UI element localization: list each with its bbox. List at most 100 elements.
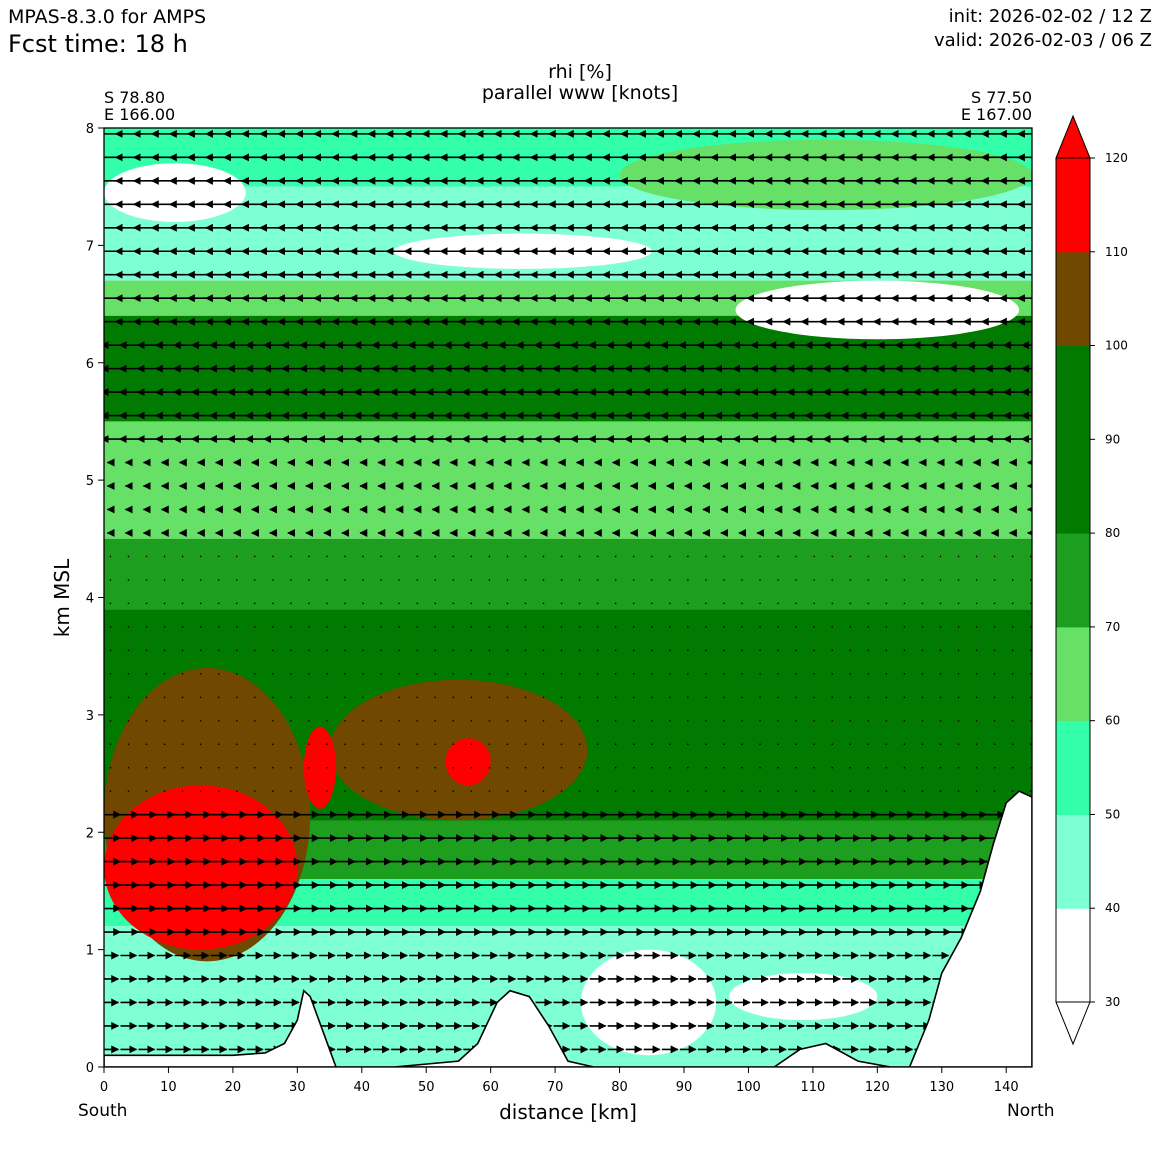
wind-vector: [254, 766, 256, 769]
wind-vector: [217, 790, 220, 792]
wind-vector: [506, 579, 509, 581]
wind-vector: [452, 626, 455, 628]
wind-vector: [957, 579, 960, 581]
x-tick-label: 90: [676, 1080, 693, 1095]
wind-vector: [452, 602, 455, 605]
wind-vector: [614, 696, 617, 699]
wind-vector: [308, 672, 310, 675]
wind-vector: [777, 743, 779, 746]
wind-vector: [145, 719, 148, 722]
wind-vector: [488, 626, 491, 628]
wind-vector: [885, 790, 888, 792]
wind-vector: [795, 602, 797, 605]
wind-vector: [741, 579, 743, 581]
wind-vector: [596, 766, 599, 769]
wind-vector: [380, 602, 382, 605]
wind-vector: [596, 579, 599, 581]
wind-vector: [199, 790, 202, 792]
wind-vector: [705, 626, 707, 628]
wind-vector: [254, 626, 256, 628]
wind-vector: [452, 696, 455, 699]
wind-vector: [957, 649, 960, 652]
wind-vector: [362, 649, 364, 652]
wind-vector: [416, 602, 419, 605]
wind-vector: [578, 626, 581, 628]
wind-vector: [380, 743, 382, 746]
wind-vector: [470, 766, 473, 769]
colorbar-tick-label: 60: [1105, 714, 1120, 728]
wind-vector: [687, 602, 689, 605]
y-tick-label: 5: [86, 474, 94, 489]
wind-vector: [777, 602, 779, 605]
wind-vector: [542, 602, 545, 605]
wind-vector: [596, 602, 599, 605]
wind-vector: [957, 743, 960, 746]
wind-vector: [723, 719, 725, 722]
colorbar-segment-110: [1056, 158, 1090, 253]
wind-vector: [524, 602, 527, 605]
y-axis: 0 1 2 3 4 5 6 7 8: [86, 122, 104, 1076]
left-endpoint-lon: E 166.00: [104, 105, 176, 124]
wind-vector: [235, 719, 238, 722]
wind-vector: [650, 579, 653, 581]
wind-vector: [127, 696, 130, 699]
x-tick-label: 40: [354, 1080, 371, 1095]
wind-vector: [272, 790, 274, 792]
wind-vector: [470, 790, 473, 792]
x-tick-label: 70: [547, 1080, 564, 1095]
wind-vector: [741, 602, 743, 605]
wind-vector: [669, 696, 671, 699]
wind-vector: [614, 555, 617, 558]
wind-vector: [795, 555, 797, 558]
colorbar-tick-label: 100: [1105, 339, 1128, 353]
wind-vector: [127, 766, 130, 769]
wind-vector: [939, 790, 942, 792]
wind-vector: [560, 766, 563, 769]
x-tick-label: 120: [865, 1080, 890, 1095]
wind-vector: [560, 649, 563, 652]
wind-vector: [867, 766, 870, 769]
wind-vector: [434, 766, 437, 769]
wind-vector: [777, 766, 779, 769]
init-time: init: 2026-02-02 / 12 Z: [948, 6, 1152, 27]
wind-vector: [687, 743, 689, 746]
wind-vector: [506, 672, 509, 675]
wind-vector: [885, 626, 888, 628]
wind-vector: [885, 579, 888, 581]
wind-vector: [795, 649, 797, 652]
wind-vector: [488, 579, 491, 581]
x-tick-label: 0: [100, 1080, 108, 1095]
wind-vector: [705, 672, 707, 675]
wind-vector: [705, 579, 707, 581]
wind-vector: [416, 555, 419, 558]
colorbar-extend-max: [1055, 114, 1091, 159]
wind-vector: [254, 649, 256, 652]
wind-vector: [272, 579, 274, 581]
wind-vector: [524, 719, 527, 722]
wind-vector: [1029, 790, 1032, 792]
wind-vector: [254, 696, 256, 699]
wind-vector: [831, 743, 834, 746]
wind-vector: [975, 696, 978, 699]
wind-vector: [416, 790, 419, 792]
wind-vector: [903, 649, 906, 652]
wind-vector: [1011, 766, 1014, 769]
wind-vector: [867, 719, 870, 722]
wind-vector: [578, 719, 581, 722]
wind-vector: [109, 743, 112, 746]
wind-vector: [650, 555, 653, 558]
wind-vector: [488, 766, 491, 769]
wind-vector: [1029, 579, 1032, 581]
wind-vector: [560, 626, 563, 628]
wind-vector: [578, 743, 581, 746]
wind-vector: [452, 555, 455, 558]
wind-vector: [145, 696, 148, 699]
wind-vector: [885, 602, 888, 605]
wind-vector: [199, 649, 202, 652]
wind-vector: [795, 790, 797, 792]
wind-vector: [813, 719, 815, 722]
wind-vector: [813, 672, 815, 675]
wind-vector: [199, 719, 202, 722]
wind-vector: [416, 719, 419, 722]
